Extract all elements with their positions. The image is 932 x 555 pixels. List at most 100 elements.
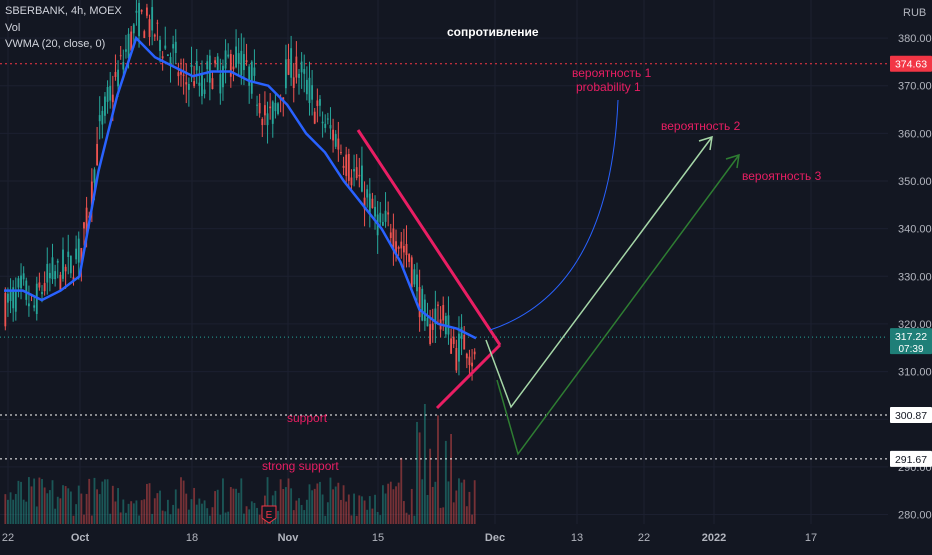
price-axis-tick-label: 280.00 <box>898 509 932 521</box>
candle-body <box>211 78 214 90</box>
candle-body <box>447 315 450 335</box>
candle-body <box>174 41 177 54</box>
candle-body <box>80 247 83 265</box>
earnings-marker-letter: E <box>266 510 273 521</box>
volume-bar <box>395 486 397 524</box>
volume-bar <box>413 515 416 524</box>
volume-bar <box>450 434 453 524</box>
candle-body <box>216 56 219 70</box>
candle-body <box>27 303 30 307</box>
candle-body <box>98 115 101 122</box>
volume-bar <box>295 500 298 524</box>
candle-body <box>374 206 376 217</box>
candle-body <box>106 86 109 102</box>
volume-bar <box>376 511 379 524</box>
volume-bar <box>12 499 15 524</box>
volume-bar <box>353 493 355 524</box>
volume-bar <box>334 486 337 524</box>
candle-body <box>334 134 337 147</box>
candle-body <box>38 282 41 288</box>
candle-body <box>329 125 332 129</box>
volume-bar <box>232 488 235 524</box>
symbol-title: SBERBANK, 4h, MOEX <box>5 5 122 17</box>
earnings-marker-icon[interactable]: E <box>261 505 277 524</box>
volume-bar <box>384 493 387 524</box>
probability-1-curve <box>489 99 619 331</box>
volume-bar <box>282 489 285 524</box>
volume-bar <box>366 509 369 524</box>
volume-bar <box>145 483 148 524</box>
volume-bar <box>408 514 411 524</box>
volume-bar <box>83 514 85 524</box>
volume-bar <box>30 486 33 524</box>
candle-body <box>25 280 28 300</box>
current-price-tag: 317.22 <box>895 331 927 343</box>
volume-bar <box>67 488 70 524</box>
volume-bar <box>111 485 114 524</box>
candle-body <box>282 97 285 101</box>
volume-bar <box>214 491 217 524</box>
candle-body <box>93 169 96 183</box>
candle-body <box>229 54 232 77</box>
volume-bar <box>190 499 193 524</box>
volume-bar <box>75 504 78 524</box>
candle-body <box>400 241 403 249</box>
volume-bar <box>379 515 382 524</box>
volume-bar <box>305 499 308 524</box>
candle-body <box>51 257 54 280</box>
candle-body <box>455 348 458 371</box>
volume-bar <box>287 478 290 524</box>
volume-bar <box>132 503 135 524</box>
volume-bar <box>59 498 62 524</box>
candle-body <box>405 243 408 256</box>
volume-bar <box>43 487 46 524</box>
volume-bar <box>41 479 43 524</box>
candle-body <box>379 212 382 223</box>
volume-bar <box>166 499 169 524</box>
time-axis-tick-label: Oct <box>71 532 90 544</box>
volume-bar <box>389 481 392 524</box>
volume-bar <box>187 509 190 524</box>
volume-bar <box>122 499 125 524</box>
volume-bar <box>400 457 403 524</box>
candle-body <box>235 46 237 68</box>
volume-bar <box>195 504 198 524</box>
volume-bar <box>452 502 455 524</box>
volume-bar <box>9 492 12 524</box>
candle-body <box>214 60 217 64</box>
candle-body <box>4 292 7 327</box>
candle-body <box>182 74 185 76</box>
candle-body <box>14 290 17 312</box>
volume-bar <box>347 494 350 524</box>
price-axis-tick-label: 370.00 <box>898 81 932 93</box>
candle-body <box>319 99 321 106</box>
candle-body <box>366 189 369 198</box>
candle-body <box>125 49 127 52</box>
time-axis-tick-label: 22 <box>2 532 14 544</box>
volume-bar <box>426 494 429 524</box>
volume-bar <box>329 477 332 524</box>
candle-body <box>363 197 366 210</box>
candle-body <box>471 362 473 367</box>
volume-bar <box>243 513 245 524</box>
candle-body <box>392 228 395 250</box>
volume-bar <box>193 487 196 524</box>
candle-body <box>450 338 453 354</box>
volume-bar <box>253 502 256 524</box>
support-price-tag: 300.87 <box>895 410 927 422</box>
candle-body <box>416 274 418 292</box>
candle-body <box>332 129 335 141</box>
volume-bar <box>284 487 287 524</box>
volume-indicator-label: Vol <box>5 22 21 34</box>
candle-body <box>232 66 235 70</box>
candle-body <box>277 103 279 114</box>
candle-body <box>67 251 70 258</box>
candle-body <box>442 305 445 321</box>
candle-body <box>161 56 164 59</box>
candle-body <box>290 48 293 78</box>
candle-body <box>389 232 392 239</box>
volume-bar <box>439 507 442 524</box>
volume-bar <box>143 499 146 524</box>
volume-bar <box>397 482 400 524</box>
